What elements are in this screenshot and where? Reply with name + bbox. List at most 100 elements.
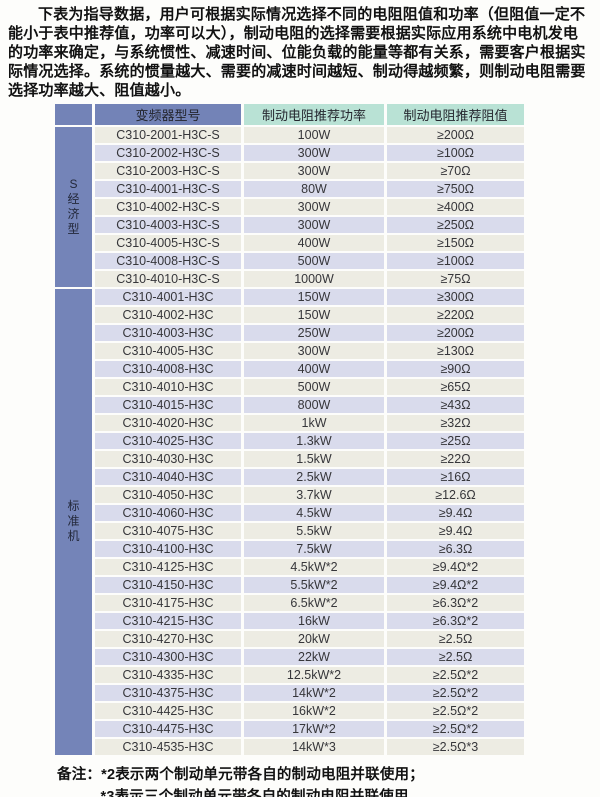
table-row: C310-4125-H3C 4.5kW*2 ≥9.4Ω*2 [55,559,524,575]
model-cell: C310-4025-H3C [95,433,241,449]
resistance-header-cell: 制动电阻推荐阻值 [387,104,524,125]
model-cell: C310-4125-H3C [95,559,241,575]
table-row: 标准机 C310-4001-H3C 150W ≥300Ω [55,289,524,755]
resistance-cell: ≥300Ω [387,289,524,305]
power-cell: 800W [244,397,384,413]
model-cell: C310-4010-H3C-S [95,271,241,287]
table-row: C310-4002-H3C 150W ≥220Ω [55,307,524,323]
table-row: C310-4010-H3C 500W ≥65Ω [55,379,524,395]
table-row: C310-4475-H3C 17kW*2 ≥2.5Ω*2 [55,721,524,737]
resistance-cell: ≥9.4Ω*2 [387,559,524,575]
table-row: C310-4075-H3C 5.5kW ≥9.4Ω [55,523,524,539]
table-row: C310-4300-H3C 22kW ≥2.5Ω [55,649,524,665]
model-cell: C310-4050-H3C [95,487,241,503]
table-row: C310-2003-H3C-S 300W ≥70Ω [55,163,524,179]
resistance-cell: ≥2.5Ω [387,649,524,665]
power-cell: 5.5kW [244,523,384,539]
power-cell: 500W [244,253,384,269]
model-cell: C310-4005-H3C [95,343,241,359]
table-row: C310-4008-H3C-S 500W ≥100Ω [55,253,524,269]
resistor-table-wrap: 变频器型号 制动电阻推荐功率 制动电阻推荐阻值 S 经济型 C310-2001-H3… [52,102,600,757]
resistance-cell: ≥32Ω [387,415,524,431]
table-row: C310-4003-H3C-S 300W ≥250Ω [55,217,524,233]
model-cell: C310-4001-H3C [95,289,241,305]
resistance-cell: ≥6.3Ω*2 [387,595,524,611]
table-row: C310-4335-H3C 12.5kW*2 ≥2.5Ω*2 [55,667,524,683]
resistance-cell: ≥2.5Ω [387,631,524,647]
model-cell: C310-4475-H3C [95,721,241,737]
power-cell: 250W [244,325,384,341]
resistance-cell: ≥65Ω [387,379,524,395]
power-cell: 300W [244,217,384,233]
model-cell: C310-4008-H3C-S [95,253,241,269]
resistance-cell: ≥70Ω [387,163,524,179]
resistance-cell: ≥200Ω [387,127,524,143]
power-cell: 22kW [244,649,384,665]
model-cell: C310-4040-H3C [95,469,241,485]
table-row: C310-4005-H3C 300W ≥130Ω [55,343,524,359]
power-cell: 100W [244,127,384,143]
power-cell: 16kW [244,613,384,629]
table-row: C310-4010-H3C-S 1000W ≥75Ω [55,271,524,287]
group-header-cell [55,104,92,125]
resistance-cell: ≥43Ω [387,397,524,413]
table-row: C310-4150-H3C 5.5kW*2 ≥9.4Ω*2 [55,577,524,593]
footnotes: 备注：*2表示两个制动单元带各自的制动电阻并联使用； *3表示三个制动单元带各自… [57,764,600,797]
resistance-cell: ≥150Ω [387,235,524,251]
power-cell: 400W [244,235,384,251]
table-row: C310-4003-H3C 250W ≥200Ω [55,325,524,341]
table-row: C310-4175-H3C 6.5kW*2 ≥6.3Ω*2 [55,595,524,611]
footnote-line-1: 备注：*2表示两个制动单元带各自的制动电阻并联使用； [57,764,600,786]
model-cell: C310-2001-H3C-S [95,127,241,143]
power-cell: 1000W [244,271,384,287]
model-cell: C310-4335-H3C [95,667,241,683]
model-cell: C310-4425-H3C [95,703,241,719]
resistance-cell: ≥100Ω [387,145,524,161]
power-cell: 300W [244,145,384,161]
power-cell: 4.5kW [244,505,384,521]
model-cell: C310-4003-H3C-S [95,217,241,233]
power-cell: 7.5kW [244,541,384,557]
table-row: C310-4002-H3C-S 300W ≥400Ω [55,199,524,215]
power-cell: 1.5kW [244,451,384,467]
model-cell: C310-4100-H3C [95,541,241,557]
power-cell: 17kW*2 [244,721,384,737]
footnote-line-2: *3表示三个制动单元带各自的制动电阻并联使用。 [100,789,424,797]
table-row: C310-4535-H3C 14kW*3 ≥2.5Ω*3 [55,739,524,755]
resistance-cell: ≥100Ω [387,253,524,269]
table-header: 变频器型号 制动电阻推荐功率 制动电阻推荐阻值 [55,104,524,125]
model-cell: C310-4535-H3C [95,739,241,755]
table-row: C310-4001-H3C-S 80W ≥750Ω [55,181,524,197]
power-cell: 150W [244,289,384,305]
model-cell: C310-4010-H3C [95,379,241,395]
power-cell: 6.5kW*2 [244,595,384,611]
table-row: C310-4020-H3C 1kW ≥32Ω [55,415,524,431]
model-cell: C310-2003-H3C-S [95,163,241,179]
resistance-cell: ≥25Ω [387,433,524,449]
resistance-cell: ≥220Ω [387,307,524,323]
table-row: C310-4015-H3C 800W ≥43Ω [55,397,524,413]
resistance-cell: ≥90Ω [387,361,524,377]
power-header-cell: 制动电阻推荐功率 [244,104,384,125]
table-row: S 经济型 C310-2001-H3C-S 100W ≥200Ω [55,127,524,287]
resistance-cell: ≥75Ω [387,271,524,287]
power-cell: 300W [244,343,384,359]
power-cell: 150W [244,307,384,323]
model-cell: C310-4270-H3C [95,631,241,647]
model-cell: C310-4215-H3C [95,613,241,629]
model-cell: C310-4003-H3C [95,325,241,341]
footnote-text-1: *2表示两个制动单元带各自的制动电阻并联使用； [101,767,424,783]
power-cell: 4.5kW*2 [244,559,384,575]
model-cell: C310-4002-H3C [95,307,241,323]
table-row: C310-4375-H3C 14kW*2 ≥2.5Ω*2 [55,685,524,701]
model-cell: C310-4175-H3C [95,595,241,611]
resistance-cell: ≥22Ω [387,451,524,467]
power-cell: 12.5kW*2 [244,667,384,683]
model-cell: C310-4300-H3C [95,649,241,665]
table-body: S 经济型 C310-2001-H3C-S 100W ≥200Ω C310-2002-H3… [55,127,524,755]
resistance-cell: ≥130Ω [387,343,524,359]
resistance-cell: ≥2.5Ω*2 [387,721,524,737]
table-row: C310-2002-H3C-S 300W ≥100Ω [55,145,524,161]
model-cell: C310-4020-H3C [95,415,241,431]
